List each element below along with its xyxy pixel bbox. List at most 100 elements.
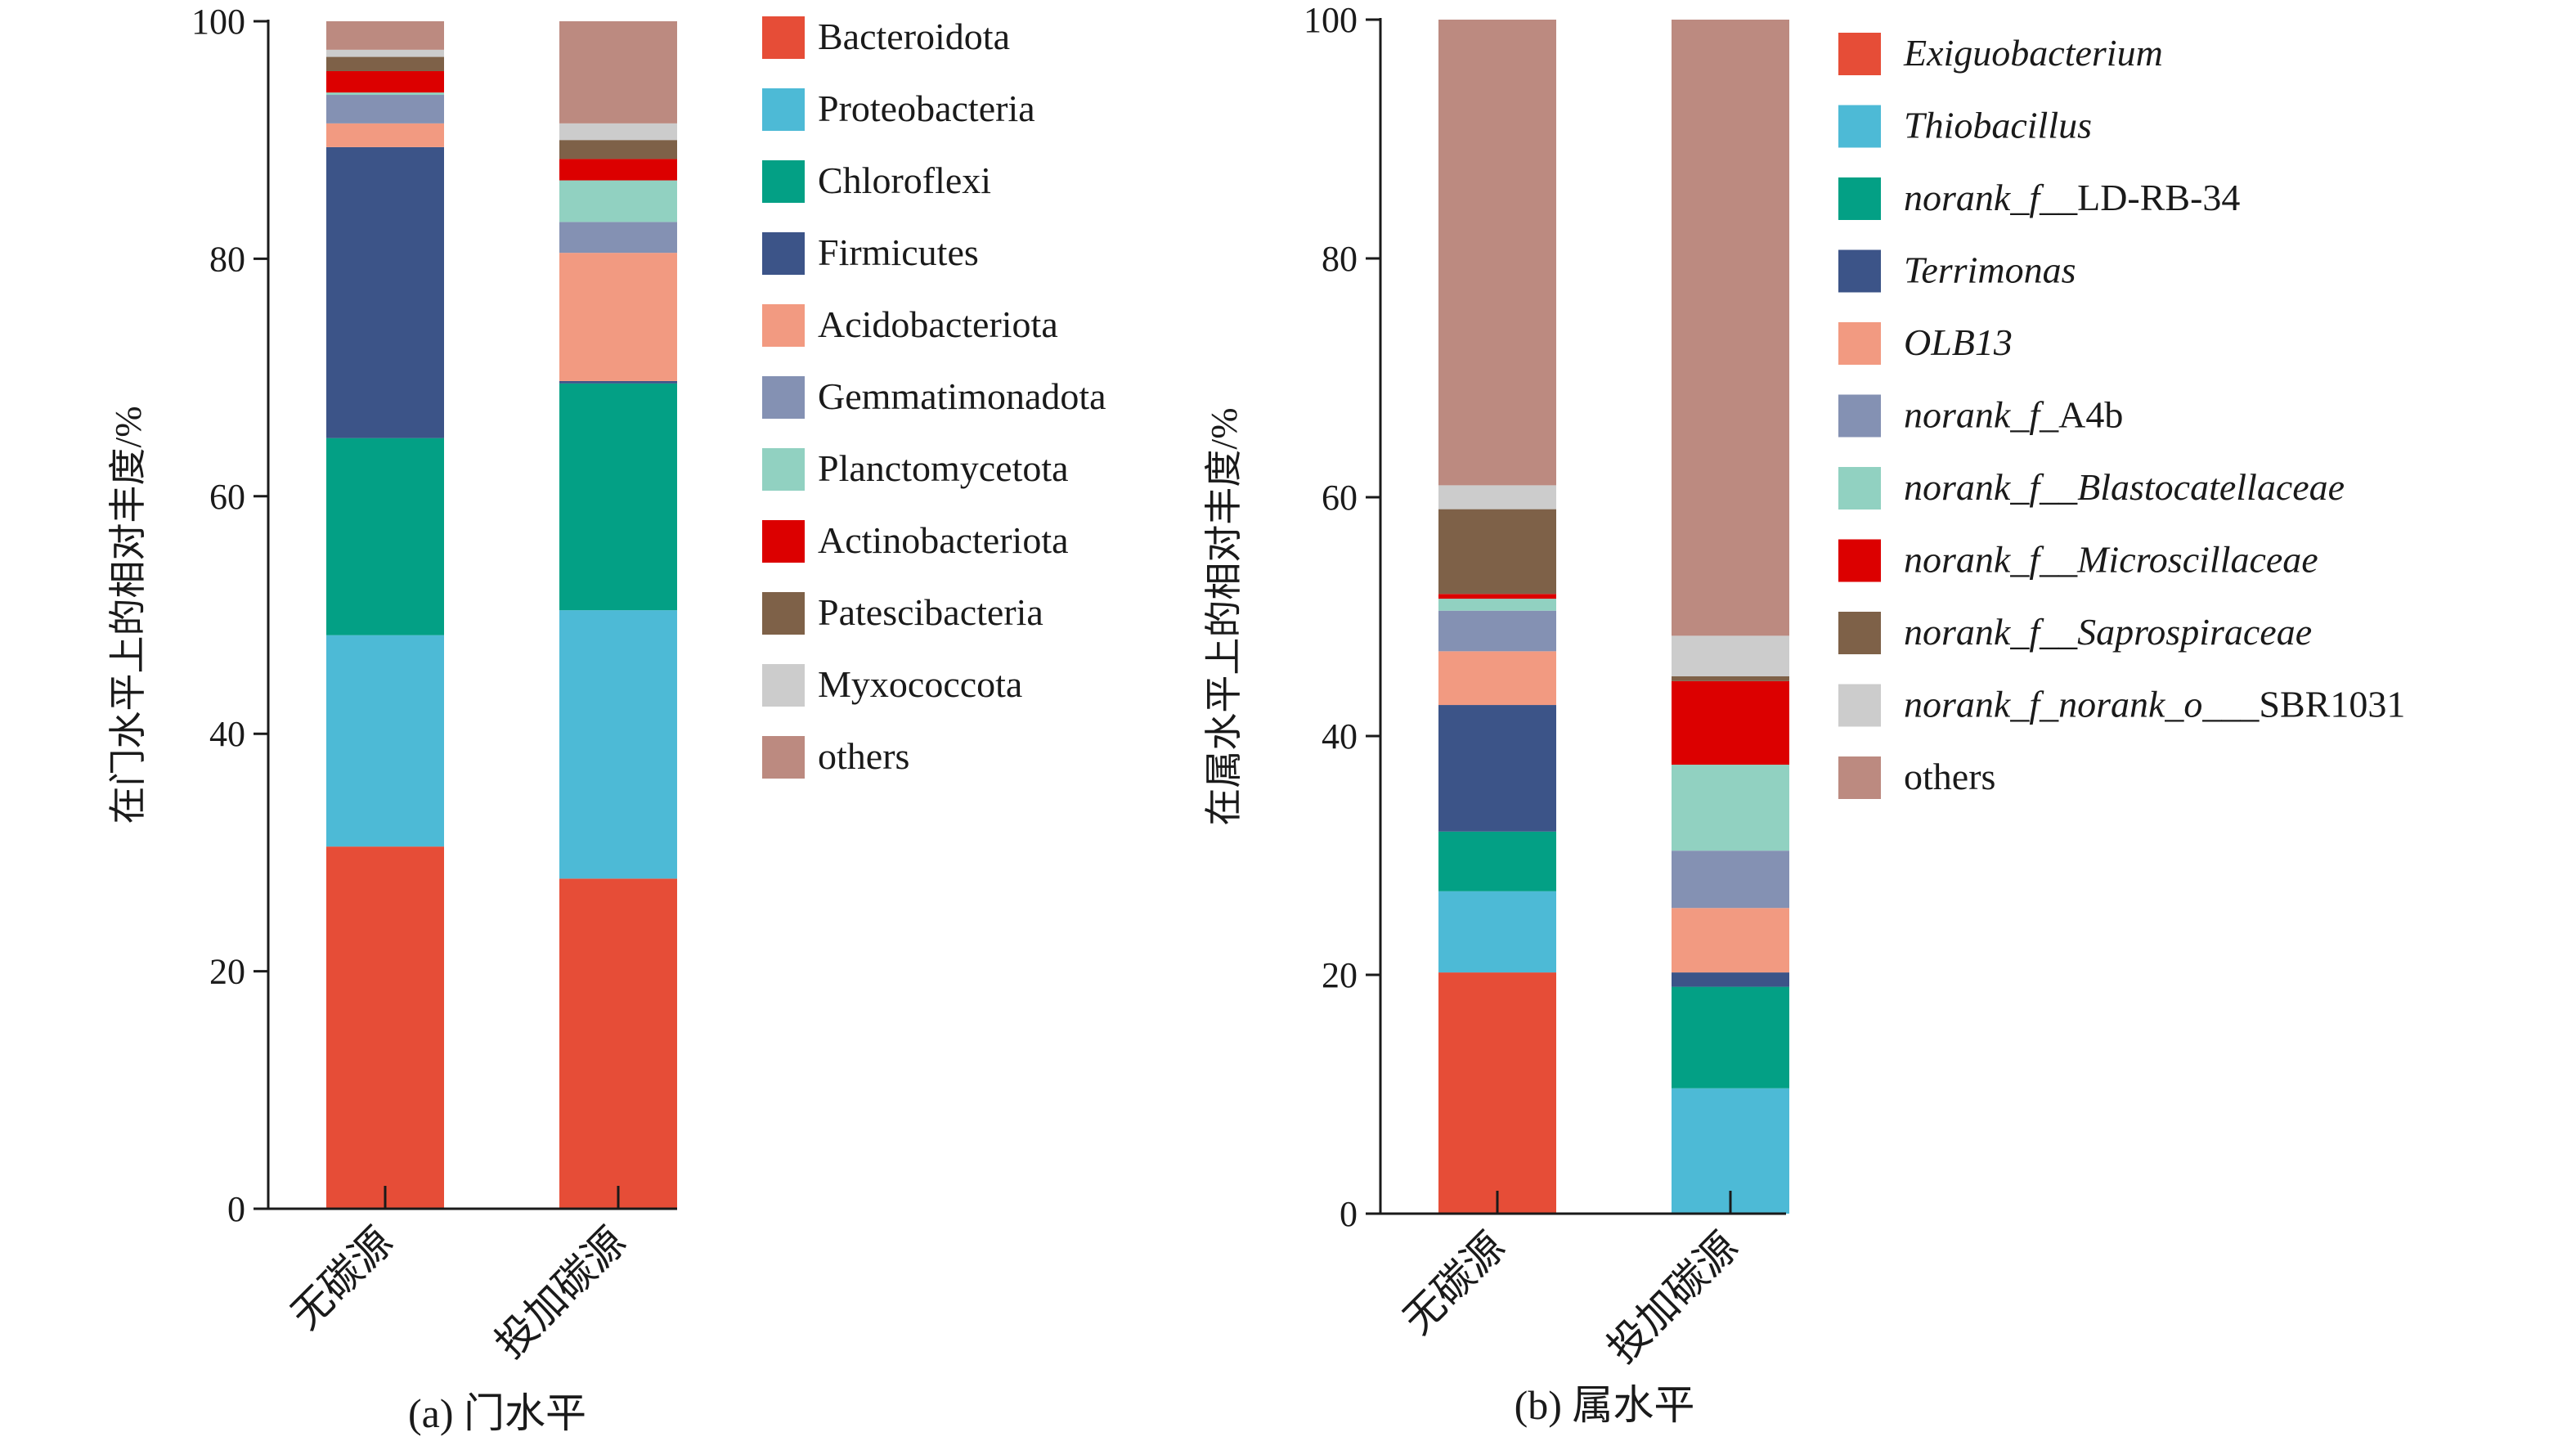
legend-swatch	[762, 664, 805, 707]
bar-segment-bacteroidota-1	[326, 846, 444, 1209]
y-tick-label: 100	[1304, 0, 1358, 40]
bar-segment-patescibacteria-2	[559, 140, 677, 159]
legend-swatch	[1838, 684, 1881, 727]
legend-swatch	[762, 16, 805, 59]
bar-segment-patescibacteria-1	[326, 56, 444, 71]
bar-segment-acidobacteriota-2	[559, 253, 677, 381]
legend-swatch	[1838, 467, 1881, 510]
legend-label: Myxococcota	[818, 663, 1022, 705]
bar-segment-proteobacteria-2	[559, 610, 677, 879]
legend-swatch	[1838, 612, 1881, 654]
bar-segment-terrimonas-2	[1672, 972, 1789, 987]
legend-swatch	[1838, 322, 1881, 365]
legend-swatch	[1838, 394, 1881, 438]
legend-label: norank_f__Microscillaceae	[1904, 539, 2318, 581]
bar-segment-chloroflexi-2	[559, 383, 677, 611]
legend-swatch	[1838, 539, 1881, 582]
bar-segment-norank-f-ld-rb-34-2	[1672, 986, 1789, 1089]
legend-label: norank_f__LD-RB-34	[1904, 177, 2240, 218]
bar-segment-gemmatimonadota-1	[326, 95, 444, 123]
x-tick-label: 投加碳源	[1599, 1223, 1747, 1371]
bar-segment-norank-f-a4b-2	[1672, 851, 1789, 909]
legend-label: norank_f_norank_o___SBR1031	[1904, 684, 2405, 725]
legend-label: OLB13	[1904, 321, 2013, 363]
bar-segment-norank-f-blastocatellaceae-1	[1438, 599, 1556, 611]
legend-swatch	[1838, 33, 1881, 75]
legend-label: Acidobacteriota	[818, 303, 1058, 345]
legend-swatch	[762, 520, 805, 563]
legend-label: norank_f__Blastocatellaceae	[1904, 466, 2345, 508]
legend-label: Thiobacillus	[1904, 105, 2092, 146]
bar-segment-thiobacillus-1	[1438, 891, 1556, 973]
bar-segment-myxococcota-1	[326, 49, 444, 57]
bar-segment-norank-f-saprospiraceae-2	[1672, 676, 1789, 681]
legend-swatch	[1838, 249, 1881, 293]
y-tick-label: 100	[191, 2, 245, 42]
bar-segment-others-1	[326, 21, 444, 50]
panel-genus: 0 20 40 60 80 100 无碳源 投加碳源 在属水平上的相对丰度/% Exiguobac…	[1203, 0, 2405, 1428]
bar-segment-planctomycetota-2	[559, 180, 677, 222]
legend-swatch	[762, 592, 805, 635]
x-tick-label: 投加碳源	[487, 1219, 635, 1367]
panel-caption: (a) 门水平	[408, 1390, 586, 1436]
bar-segment-acidobacteriota-1	[326, 123, 444, 147]
y-tick-label: 40	[1322, 716, 1358, 756]
legend-swatch	[1838, 177, 1881, 220]
y-tick-label: 60	[209, 477, 245, 517]
legend-swatch	[762, 88, 805, 131]
y-tick-label: 20	[209, 952, 245, 992]
legend-label: Terrimonas	[1904, 249, 2076, 291]
bar-segment-myxococcota-2	[559, 123, 677, 141]
bar-segment-gemmatimonadota-2	[559, 222, 677, 254]
y-tick-label: 0	[227, 1189, 245, 1229]
legend-label: others	[1904, 756, 1995, 797]
legend-label: Bacteroidota	[818, 16, 1010, 57]
legend-swatch	[1838, 756, 1881, 799]
y-tick-label: 0	[1340, 1194, 1358, 1234]
legend-swatch	[1838, 105, 1881, 148]
bar-segment-actinobacteriota-1	[326, 70, 444, 93]
bar-segment-firmicutes-2	[559, 380, 677, 384]
bar-segment-bacteroidota-2	[559, 878, 677, 1209]
y-tick-label: 20	[1322, 955, 1358, 995]
bar-segment-olb13-1	[1438, 651, 1556, 706]
bar-segment-norank-f-ld-rb-34-1	[1438, 831, 1556, 891]
legend-label: Firmicutes	[818, 231, 979, 273]
legend-swatch	[762, 736, 805, 779]
legend-label: Proteobacteria	[818, 88, 1035, 129]
panel-caption: (b) 属水平	[1515, 1382, 1695, 1428]
legend-label: Gemmatimonadota	[818, 375, 1106, 417]
bar-segment-terrimonas-1	[1438, 705, 1556, 832]
legend-label: Exiguobacterium	[1903, 32, 2163, 74]
bar-segment-others-1	[1438, 20, 1556, 486]
legend-swatch	[762, 160, 805, 203]
bar-segment-norank-f-saprospiraceae-1	[1438, 509, 1556, 595]
bar-segment-norank-f-blastocatellaceae-2	[1672, 765, 1789, 851]
legend-label: others	[818, 735, 909, 777]
legend-swatch	[762, 448, 805, 491]
legend-label: norank_f_A4b	[1904, 394, 2123, 436]
legend-label: Chloroflexi	[818, 159, 991, 201]
y-axis-title: 在属水平上的相对丰度/%	[1203, 407, 1245, 825]
bar-segment-chloroflexi-1	[326, 438, 444, 635]
legend-label: Actinobacteriota	[818, 519, 1069, 561]
bar-segment-actinobacteriota-2	[559, 159, 677, 181]
bar-segment-exiguobacterium-1	[1438, 972, 1556, 1214]
bar-segment-planctomycetota-1	[326, 92, 444, 96]
y-tick-label: 80	[1322, 239, 1358, 279]
bar-segment-norank-f-a4b-1	[1438, 610, 1556, 652]
bar-segment-norank-f-microscillaceae-2	[1672, 680, 1789, 765]
legend-swatch	[762, 376, 805, 419]
y-tick-label: 60	[1322, 478, 1358, 518]
y-tick-label: 40	[209, 714, 245, 754]
bar-segment-norank-f-microscillaceae-1	[1438, 594, 1556, 599]
legend-label: norank_f__Saprospiraceae	[1904, 611, 2312, 653]
bar-segment-norank-f-norank-o-sbr1031-2	[1672, 635, 1789, 676]
bar-segment-olb13-2	[1672, 908, 1789, 973]
x-tick-label: 无碳源	[282, 1219, 402, 1338]
bar-segment-proteobacteria-1	[326, 635, 444, 847]
bar-segment-others-2	[559, 21, 677, 123]
legend-label: Planctomycetota	[818, 447, 1069, 489]
legend-swatch	[762, 232, 805, 275]
